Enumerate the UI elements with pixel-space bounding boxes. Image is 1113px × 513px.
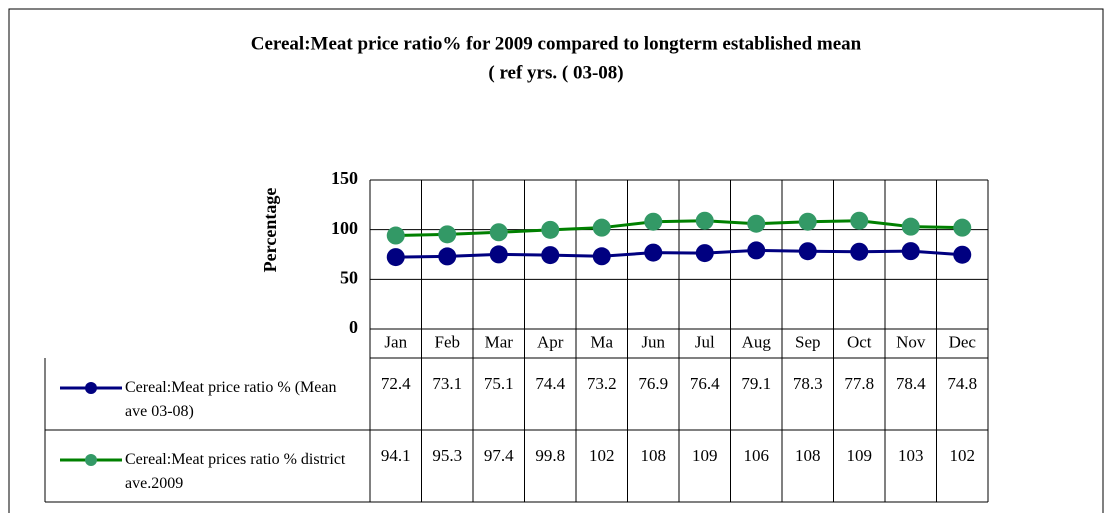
data-point — [850, 242, 869, 261]
y-tick-label: 100 — [331, 218, 358, 238]
table-value: 77.8 — [844, 374, 874, 393]
table-value: 102 — [589, 446, 615, 465]
data-point — [438, 247, 457, 266]
table-value: 76.4 — [690, 374, 720, 393]
x-tick-label: Sep — [795, 332, 821, 351]
data-point — [541, 246, 560, 265]
legend-label: Cereal:Meat prices ratio % district ave.… — [125, 451, 346, 492]
data-point — [386, 226, 405, 245]
table-value: 99.8 — [535, 446, 565, 465]
legend-marker — [85, 454, 97, 466]
x-tick-label: Mar — [485, 332, 514, 351]
table-value: 108 — [795, 446, 821, 465]
table-value: 73.1 — [432, 374, 462, 393]
table-value: 73.2 — [587, 374, 617, 393]
x-tick-label: Jun — [641, 332, 665, 351]
data-point — [695, 211, 714, 230]
table-value: 103 — [898, 446, 924, 465]
table-value: 74.4 — [535, 374, 565, 393]
table-value: 94.1 — [381, 446, 411, 465]
table-value: 79.1 — [741, 374, 771, 393]
table-value: 106 — [744, 446, 770, 465]
data-point — [953, 218, 972, 237]
table-value: 74.8 — [947, 374, 977, 393]
data-point — [695, 244, 714, 263]
table-value: 72.4 — [381, 374, 411, 393]
legend-label: Cereal:Meat price ratio % (Mean ave 03-0… — [125, 379, 337, 420]
y-tick-label: 50 — [340, 267, 358, 287]
legend-label-box: Cereal:Meat prices ratio % district ave.… — [125, 451, 346, 492]
table-value: 102 — [950, 446, 976, 465]
data-point — [541, 220, 560, 239]
x-tick-label: Ma — [590, 332, 613, 351]
data-point — [644, 212, 663, 231]
legend-label-box: Cereal:Meat price ratio % (Mean ave 03-0… — [125, 379, 337, 420]
x-tick-label: Jul — [695, 332, 715, 351]
data-point — [489, 245, 508, 264]
table-value: 108 — [641, 446, 667, 465]
table-value: 109 — [847, 446, 873, 465]
x-tick-label: Aug — [742, 332, 772, 351]
data-point — [747, 241, 766, 260]
data-point — [901, 217, 920, 236]
x-tick-label: Dec — [949, 332, 977, 351]
data-point — [386, 248, 405, 267]
table-value: 78.4 — [896, 374, 926, 393]
table-value: 97.4 — [484, 446, 514, 465]
data-point — [592, 247, 611, 266]
data-point — [438, 225, 457, 244]
y-tick-label: 150 — [331, 168, 358, 188]
table-value: 109 — [692, 446, 718, 465]
data-point — [489, 223, 508, 242]
chart-title: Cereal:Meat price ratio% for 2009 compar… — [251, 33, 862, 54]
data-point — [592, 218, 611, 237]
data-point — [747, 214, 766, 233]
data-point — [798, 242, 817, 261]
data-point — [798, 212, 817, 231]
data-point — [901, 242, 920, 261]
x-tick-label: Jan — [384, 332, 407, 351]
y-axis-label: Percentage — [260, 188, 280, 273]
data-point — [644, 243, 663, 262]
chart-subtitle: ( ref yrs. ( 03-08) — [488, 62, 623, 83]
table-value: 78.3 — [793, 374, 823, 393]
x-tick-label: Feb — [435, 332, 461, 351]
x-tick-label: Oct — [847, 332, 872, 351]
data-point — [953, 245, 972, 264]
y-tick-label: 0 — [349, 317, 358, 337]
legend-marker — [85, 382, 97, 394]
table-value: 75.1 — [484, 374, 514, 393]
x-tick-label: Apr — [537, 332, 564, 351]
data-point — [850, 211, 869, 230]
table-value: 95.3 — [432, 446, 462, 465]
x-tick-label: Nov — [896, 332, 926, 351]
table-value: 76.9 — [638, 374, 668, 393]
